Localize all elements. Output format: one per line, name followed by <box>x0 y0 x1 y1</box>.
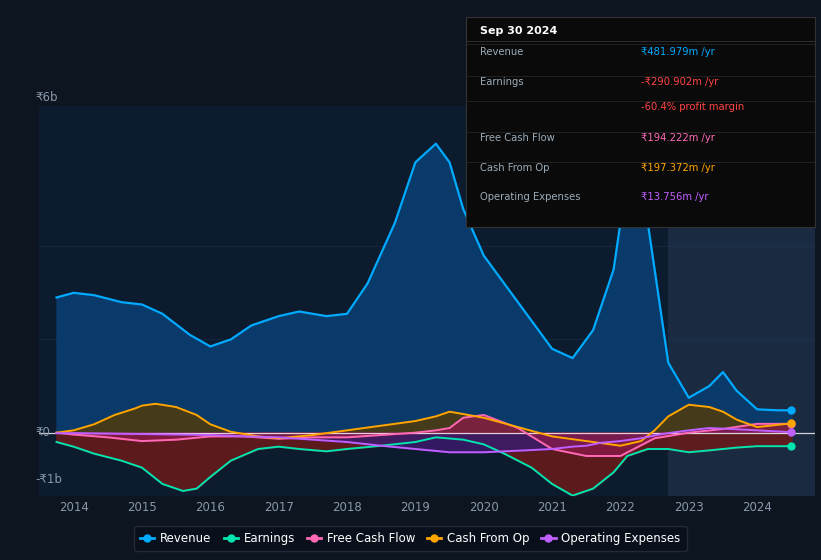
Text: ₹194.222m /yr: ₹194.222m /yr <box>641 133 714 143</box>
Text: ₹0: ₹0 <box>35 426 50 439</box>
Text: ₹13.756m /yr: ₹13.756m /yr <box>641 192 709 202</box>
Text: Cash From Op: Cash From Op <box>480 163 550 172</box>
Text: ₹197.372m /yr: ₹197.372m /yr <box>641 163 714 172</box>
Text: -60.4% profit margin: -60.4% profit margin <box>641 102 744 112</box>
Text: Earnings: Earnings <box>480 77 524 87</box>
Legend: Revenue, Earnings, Free Cash Flow, Cash From Op, Operating Expenses: Revenue, Earnings, Free Cash Flow, Cash … <box>135 526 686 551</box>
Text: Sep 30 2024: Sep 30 2024 <box>480 26 557 36</box>
Text: Revenue: Revenue <box>480 47 524 57</box>
Text: -₹290.902m /yr: -₹290.902m /yr <box>641 77 718 87</box>
Text: ₹6b: ₹6b <box>35 91 57 104</box>
Text: Free Cash Flow: Free Cash Flow <box>480 133 555 143</box>
Text: -₹1b: -₹1b <box>35 473 62 486</box>
Text: ₹481.979m /yr: ₹481.979m /yr <box>641 47 714 57</box>
Text: Operating Expenses: Operating Expenses <box>480 192 580 202</box>
Bar <box>668 106 815 496</box>
